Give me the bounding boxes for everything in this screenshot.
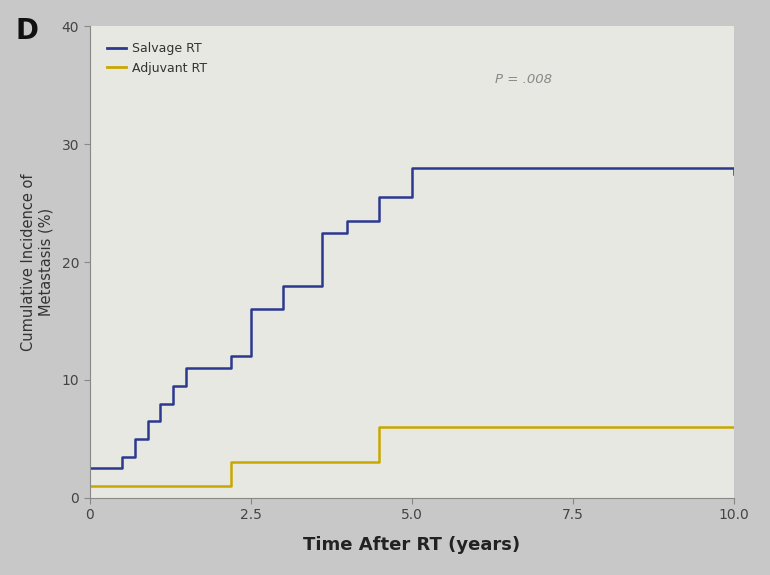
- Legend: Salvage RT, Adjuvant RT: Salvage RT, Adjuvant RT: [102, 37, 213, 79]
- X-axis label: Time After RT (years): Time After RT (years): [303, 536, 521, 554]
- Text: D: D: [15, 17, 38, 45]
- Y-axis label: Cumulative Incidence of
Metastasis (%): Cumulative Incidence of Metastasis (%): [21, 173, 53, 351]
- Text: P = .008: P = .008: [495, 73, 552, 86]
